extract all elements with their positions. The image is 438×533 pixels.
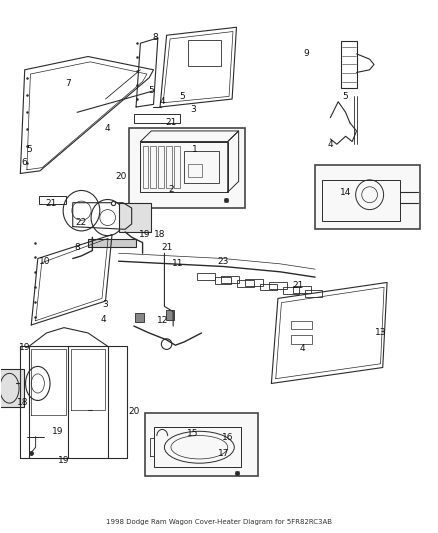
Text: 22: 22 xyxy=(76,219,87,228)
Bar xyxy=(143,146,148,188)
Bar xyxy=(135,313,144,322)
Bar xyxy=(305,290,322,297)
Text: 4: 4 xyxy=(299,344,305,353)
Bar xyxy=(188,164,201,177)
Text: 9: 9 xyxy=(304,50,309,58)
Text: 4: 4 xyxy=(100,315,106,324)
Bar xyxy=(315,165,420,229)
Text: 18: 18 xyxy=(154,230,166,239)
Bar xyxy=(293,286,311,293)
Text: 8: 8 xyxy=(153,34,159,43)
Text: 4: 4 xyxy=(328,140,333,149)
Text: 5: 5 xyxy=(148,85,154,94)
Bar xyxy=(237,280,254,287)
Text: 7: 7 xyxy=(66,78,71,87)
Bar xyxy=(130,128,245,208)
Bar xyxy=(197,273,215,280)
Bar xyxy=(153,427,241,467)
Bar xyxy=(260,284,277,290)
Bar xyxy=(158,146,164,188)
Bar xyxy=(341,41,357,88)
Text: 10: 10 xyxy=(39,257,50,265)
Bar xyxy=(88,239,136,247)
Text: 8: 8 xyxy=(74,244,80,253)
Text: 19: 19 xyxy=(58,456,70,465)
Text: 5: 5 xyxy=(179,92,185,101)
Bar xyxy=(291,321,312,329)
Bar xyxy=(39,196,66,204)
Bar xyxy=(291,335,312,344)
Text: 6: 6 xyxy=(22,158,28,167)
Text: 3: 3 xyxy=(190,105,196,114)
Text: 4: 4 xyxy=(159,97,165,106)
Text: 17: 17 xyxy=(218,449,229,458)
Bar xyxy=(188,40,221,66)
Bar xyxy=(215,277,231,284)
Text: 21: 21 xyxy=(165,118,177,127)
Text: 21: 21 xyxy=(292,280,303,289)
Bar xyxy=(166,146,172,188)
Text: 4: 4 xyxy=(105,124,110,133)
Text: 18: 18 xyxy=(17,398,28,407)
Bar xyxy=(150,146,156,188)
Bar xyxy=(221,276,239,283)
Text: 21: 21 xyxy=(45,199,57,208)
Bar xyxy=(166,310,174,320)
Text: 19: 19 xyxy=(52,427,63,436)
Bar xyxy=(269,282,287,289)
Text: 3: 3 xyxy=(102,300,108,309)
Bar xyxy=(321,180,400,221)
Text: 1998 Dodge Ram Wagon Cover-Heater Diagram for 5FR82RC3AB: 1998 Dodge Ram Wagon Cover-Heater Diagra… xyxy=(106,519,332,524)
Bar xyxy=(0,369,24,407)
Text: 15: 15 xyxy=(187,430,198,439)
Text: 14: 14 xyxy=(340,188,351,197)
Text: 23: 23 xyxy=(218,257,229,265)
Bar xyxy=(141,142,228,192)
Text: 16: 16 xyxy=(222,433,233,442)
Text: 12: 12 xyxy=(156,316,168,325)
Bar xyxy=(184,151,219,182)
Bar xyxy=(283,287,299,294)
Text: 19: 19 xyxy=(19,343,31,352)
Bar xyxy=(119,203,151,232)
Text: 20: 20 xyxy=(115,172,127,181)
Bar xyxy=(134,115,180,123)
Text: 11: 11 xyxy=(172,260,183,268)
Text: 5: 5 xyxy=(343,92,349,101)
Bar xyxy=(174,146,180,188)
Text: 2: 2 xyxy=(168,185,174,194)
Text: 20: 20 xyxy=(128,407,140,416)
Text: 21: 21 xyxy=(161,244,172,253)
Text: 5: 5 xyxy=(26,145,32,154)
Text: 1: 1 xyxy=(192,145,198,154)
Text: 19: 19 xyxy=(139,230,151,239)
Text: 13: 13 xyxy=(375,328,386,337)
Bar xyxy=(245,279,263,286)
Bar xyxy=(145,413,258,477)
